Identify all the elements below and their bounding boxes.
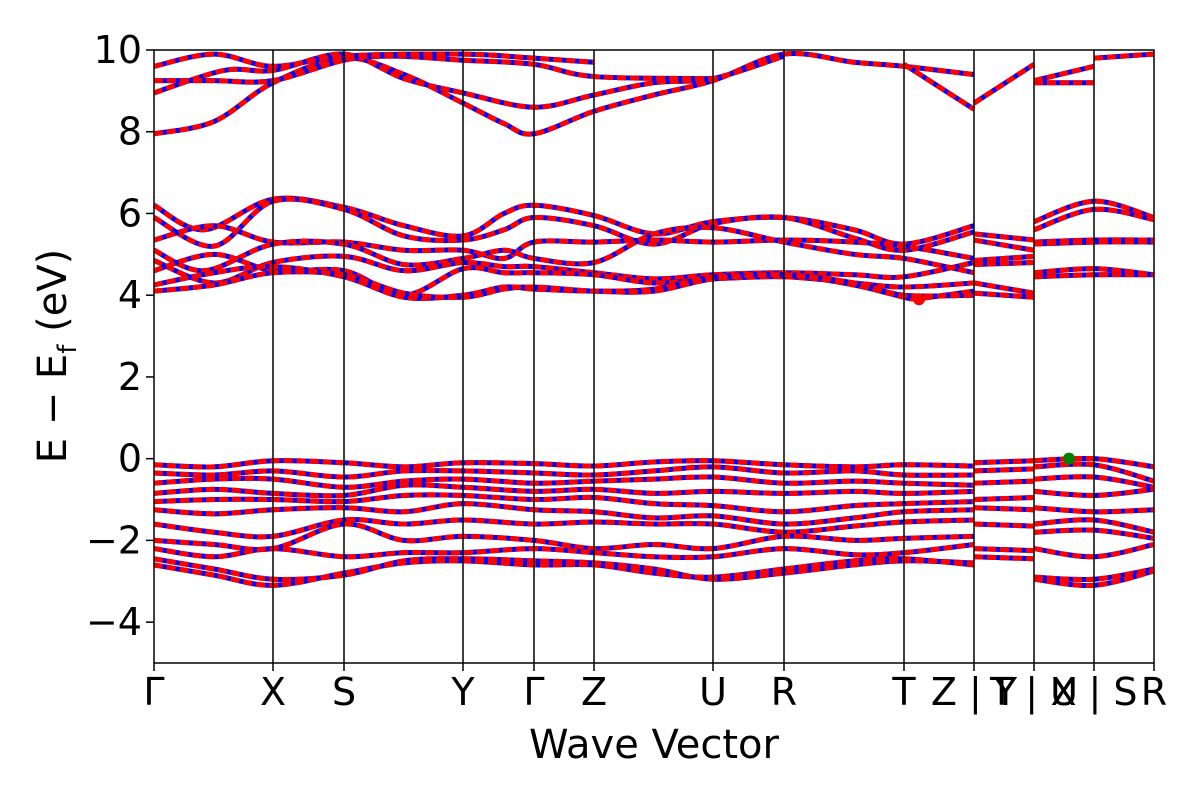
extremum-marker-0: [913, 293, 925, 306]
band-17-spin-up: [973, 231, 1035, 243]
markers-layer: [913, 293, 1075, 465]
band-0-spin-up: [153, 50, 975, 137]
band-32-spin-up: [153, 482, 975, 499]
band-7-spin-up: [1093, 51, 1155, 61]
band-47-spin-up: [973, 554, 1035, 562]
band-31-spin-up: [153, 474, 975, 490]
x-tick-label-2: S: [332, 670, 356, 714]
band-22-spin-up: [973, 290, 1035, 300]
band-33-spin-up: [153, 492, 975, 515]
extremum-marker-1: [1063, 452, 1075, 465]
y-tick-label-0: −4: [86, 600, 142, 644]
band-43-spin-up: [973, 494, 1035, 503]
x-tick-label-12: R: [1141, 670, 1167, 714]
kpoint-lines: [272, 50, 1095, 663]
band-38-spin-up: [153, 556, 975, 582]
band-29-spin-up: [153, 458, 975, 470]
band-6-spin-up: [1033, 63, 1095, 84]
y-tick-label-3: 2: [118, 355, 142, 399]
band-1-spin-up: [153, 51, 785, 110]
band-34-spin-up: [153, 501, 975, 527]
band-44-spin-up: [973, 505, 1035, 513]
bands-layer: [152, 50, 1155, 589]
band-8-spin-up: [902, 62, 976, 112]
band-18-spin-up: [973, 237, 1035, 253]
band-21-spin-up: [973, 280, 1035, 296]
x-tick-label-4: Γ: [523, 670, 544, 714]
band-10-spin-up: [152, 196, 975, 253]
band-46-spin-up: [973, 546, 1035, 554]
band-19-spin-up: [973, 253, 1035, 263]
y-tick-label-6: 8: [118, 110, 142, 154]
band-4-spin-up: [972, 62, 1036, 106]
band-42-spin-up: [973, 478, 1035, 486]
plot-frame: [153, 49, 1155, 664]
x-tick-label-1: X: [260, 670, 286, 714]
x-tick-label-3: Y: [450, 670, 475, 714]
y-tick-label-4: 4: [118, 273, 142, 317]
band-39-spin-up: [153, 556, 975, 588]
x-tick-label-8: T: [891, 670, 916, 714]
y-tick-label-5: 6: [118, 191, 142, 235]
band-36-spin-up: [153, 521, 975, 553]
band-20-spin-up: [973, 260, 1035, 268]
x-tick-label-5: Z: [581, 670, 607, 714]
y-axis-ticks: −4 −2 0 2 4 6 8 10: [86, 28, 154, 644]
band-24-spin-up: [1033, 206, 1155, 233]
band-35-spin-up: [153, 517, 975, 540]
x-tick-label-10: T | U: [989, 670, 1078, 715]
x-tick-label-7: R: [771, 670, 797, 714]
band-30-spin-up: [153, 464, 975, 480]
x-tick-label-9: Z | Y: [931, 670, 1018, 715]
y-axis-title-main: E − E: [30, 354, 76, 464]
y-tick-label-2: 0: [118, 437, 142, 481]
band-41-spin-up: [973, 466, 1035, 474]
y-tick-label-1: −2: [86, 518, 142, 562]
y-axis-title-unit: (eV): [30, 249, 76, 345]
y-axis-title-subscript: f: [53, 344, 83, 354]
x-tick-label-0: Γ: [143, 670, 164, 714]
x-tick-label-11: X | S: [1050, 670, 1137, 715]
x-axis-title: Wave Vector: [529, 722, 780, 768]
band-40-spin-up: [973, 458, 1035, 466]
x-tick-label-6: U: [699, 670, 727, 714]
band-23-spin-up: [1033, 198, 1155, 225]
y-axis-title: E − Ef (eV): [30, 249, 83, 464]
band-45-spin-up: [973, 521, 1035, 529]
y-tick-label-7: 10: [94, 28, 142, 72]
band-37-spin-up: [153, 542, 975, 561]
